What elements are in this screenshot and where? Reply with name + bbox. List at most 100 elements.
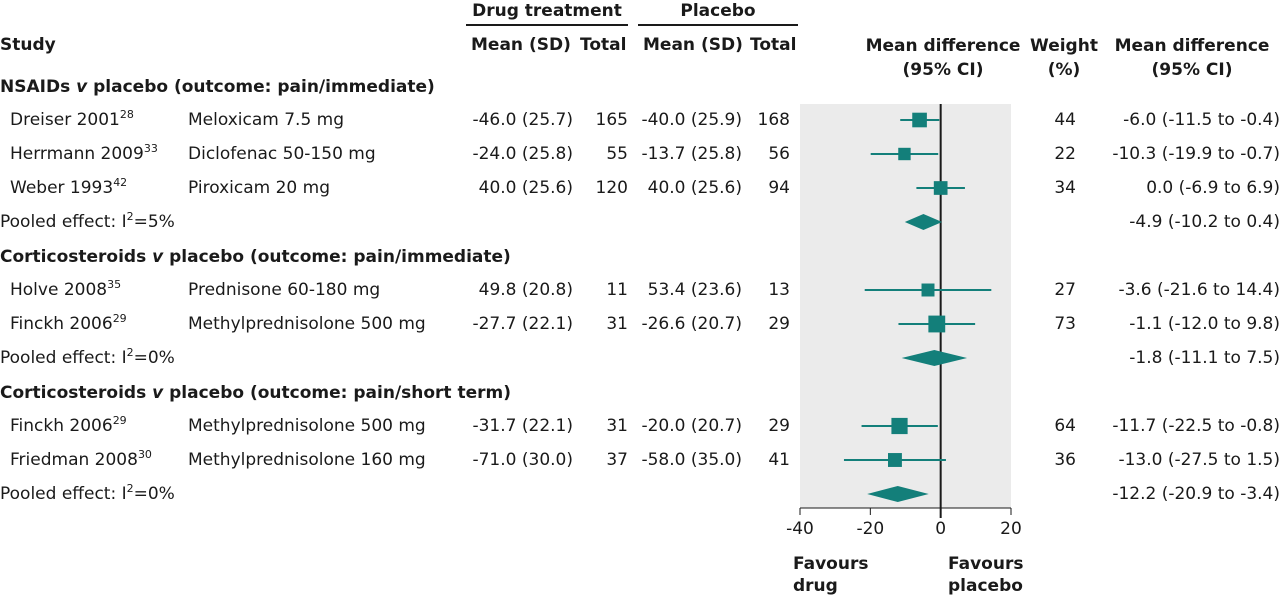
md-ci-header: Mean difference (95% CI) [1110,34,1274,82]
study-author-year: Herrmann 2009 [10,144,144,164]
study-reference: 28 [119,108,134,121]
treatment-name: Methylprednisolone 500 mg [188,416,426,436]
study-reference: 35 [107,278,122,291]
weight-value: 44 [1054,110,1076,130]
drug-total: 55 [606,144,628,164]
group-header: Corticosteroids v placebo (outcome: pain… [0,382,511,404]
weight-value: 34 [1054,178,1076,198]
study-author-year: Friedman 2008 [10,450,138,470]
group-title-prefix: Corticosteroids [0,383,153,403]
pooled-ci-value: -4.9 (-10.2 to 0.4) [1129,212,1280,232]
placebo-mean-sd: -40.0 (25.9) [641,110,742,130]
weight-value: 36 [1054,450,1076,470]
study-reference: 29 [112,312,127,325]
weight-value: 27 [1054,280,1076,300]
plot-background [800,104,1011,508]
weight-value: 73 [1054,314,1076,334]
placebo-total: 94 [768,178,790,198]
study-name: Weber 199342 [10,177,127,199]
placebo-total: 13 [768,280,790,300]
study-name: Friedman 200830 [10,449,152,471]
placebo-mean-sd: -26.6 (20.7) [641,314,742,334]
pooled-effect-label: Pooled effect: I2=0% [0,483,175,505]
md-ci-header-line1: Mean difference [1114,36,1270,56]
favours-placebo-label: Favours placebo [948,553,1023,597]
placebo-header: Placebo [680,1,756,21]
weight-header: Weight (%) [1026,34,1102,82]
ci-value: -10.3 (-19.9 to -0.7) [1112,144,1280,164]
treatment-name: Methylprednisolone 500 mg [188,314,426,334]
point-estimate-square [912,112,927,128]
group-title-prefix: Corticosteroids [0,247,153,267]
drug-mean-sd: -24.0 (25.8) [472,144,573,164]
study-author-year: Dreiser 2001 [10,110,120,130]
point-estimate-square [921,283,935,297]
group-title-suffix: placebo (outcome: pain/short term) [163,383,512,403]
study-author-year: Finckh 2006 [10,416,113,436]
placebo-rule [638,24,798,26]
plot-md-header-line1: Mean difference [865,36,1021,56]
ci-value: -13.0 (-27.5 to 1.5) [1118,450,1280,470]
pooled-label-i2: =0% [133,484,175,504]
drug-total: 31 [606,416,628,436]
drug-mean-sd: -46.0 (25.7) [472,110,573,130]
drug-mean-sd: 49.8 (20.8) [478,280,573,300]
study-name: Dreiser 200128 [10,109,134,131]
drug-mean-sd: 40.0 (25.6) [478,178,573,198]
drug-mean-sd: -71.0 (30.0) [472,450,573,470]
drug-total: 165 [595,110,628,130]
treatment-name: Methylprednisolone 160 mg [188,450,426,470]
placebo-mean-sd: -58.0 (35.0) [641,450,742,470]
ci-value: 0.0 (-6.9 to 6.9) [1146,178,1280,198]
plot-md-header: Mean difference (95% CI) [860,34,1026,82]
placebo-mean-sd: -13.7 (25.8) [641,144,742,164]
ci-value: -1.1 (-12.0 to 9.8) [1129,314,1280,334]
weight-value: 22 [1054,144,1076,164]
pooled-diamond [901,350,968,366]
pooled-label-sup: 2 [126,346,134,359]
drug-mean-sd: -31.7 (22.1) [472,416,573,436]
treatment-name: Meloxicam 7.5 mg [188,110,345,130]
drug-total: 11 [606,280,628,300]
favours-drug-label: Favours drug [793,553,868,597]
treatment-name: Diclofenac 50-150 mg [188,144,376,164]
study-name: Herrmann 200933 [10,143,158,165]
treatment-name: Piroxicam 20 mg [188,178,330,198]
placebo-mean-sd: 53.4 (23.6) [647,280,742,300]
favours-placebo-line1: Favours [948,554,1024,574]
study-reference: 30 [137,448,152,461]
study-name: Finckh 200629 [10,313,127,335]
x-tick-label: 0 [935,519,947,539]
point-estimate-square [898,147,911,161]
pooled-ci-value: -1.8 (-11.1 to 7.5) [1129,348,1280,368]
ci-value: -3.6 (-21.6 to 14.4) [1118,280,1280,300]
group-title-prefix: NSAIDs [0,77,77,97]
placebo-total-header: Total [750,35,797,55]
placebo-mean-sd: 40.0 (25.6) [647,178,742,198]
weight-value: 64 [1054,416,1076,436]
ci-value: -6.0 (-11.5 to -0.4) [1123,110,1280,130]
pooled-effect-label: Pooled effect: I2=0% [0,347,175,369]
study-author-year: Holve 2008 [10,280,108,300]
study-header: Study [0,35,56,55]
drug-mean-sd-header: Mean (SD) [471,35,571,55]
placebo-total: 168 [757,110,790,130]
drug-total-header: Total [580,35,627,55]
pooled-label-i2: =5% [133,212,175,232]
point-estimate-square [933,181,948,195]
pooled-diamond [904,214,943,230]
group-title-suffix: placebo (outcome: pain/immediate) [87,77,435,97]
placebo-total: 56 [768,144,790,164]
study-name: Holve 200835 [10,279,121,301]
group-title-versus: v [152,383,164,403]
drug-treatment-header: Drug treatment [472,1,622,21]
drug-mean-sd: -27.7 (22.1) [472,314,573,334]
pooled-effect-label: Pooled effect: I2=5% [0,211,175,233]
placebo-total: 41 [768,450,790,470]
placebo-mean-sd: -20.0 (20.7) [641,416,742,436]
pooled-diamond [867,486,929,502]
x-tick-label: -40 [786,519,814,539]
study-reference: 29 [112,414,127,427]
group-header: NSAIDs v placebo (outcome: pain/immediat… [0,76,435,98]
